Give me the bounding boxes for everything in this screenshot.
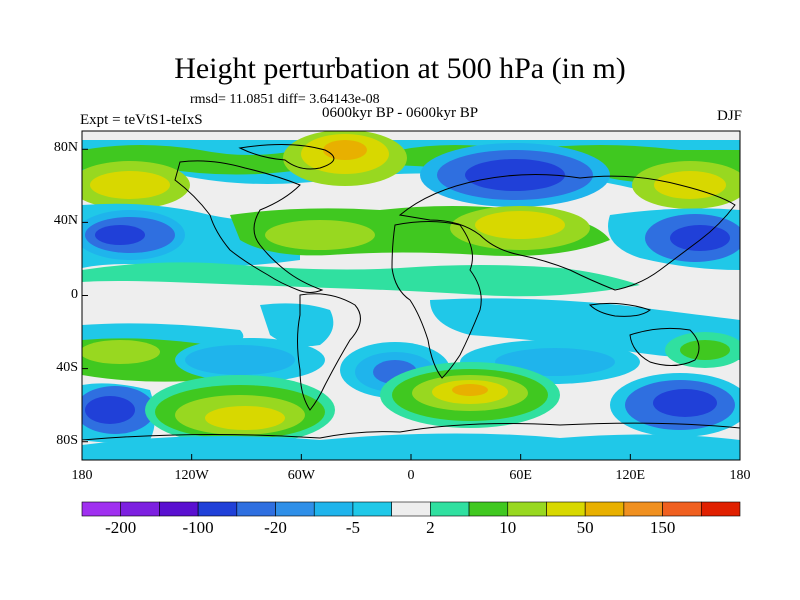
colorbar-swatch [275,501,315,517]
africa-outline [391,221,482,379]
contour-region [670,225,730,251]
colorbar-swatch [584,501,625,517]
australia-outline [629,327,700,366]
contour-region [323,140,367,160]
indonesia-outline [588,302,652,317]
coastlines [82,143,740,441]
colorbar-swatch [662,501,702,517]
colorbar-swatch [507,501,547,517]
colorbar-swatch [81,501,122,517]
contour-region [82,340,160,364]
colorbar-label: -20 [264,518,287,537]
contour-region [85,396,135,424]
period-label: 0600kyr BP - 0600kyr BP [322,105,479,121]
contour-region [185,345,295,375]
colorbar-swatch [352,501,392,517]
south-america-outline [297,293,361,411]
contour-region [95,225,145,245]
colorbar-swatch [120,501,160,517]
colorbar-swatch [546,501,586,517]
north-america-outline [174,160,324,293]
season-label: DJF [716,108,742,124]
latitude-ticks [82,148,88,443]
colorbar-label: -100 [182,518,214,537]
colorbar-swatch [468,501,509,517]
colorbar-swatch [236,501,276,517]
lat-label: 0 [71,286,78,302]
colorbar-label: 2 [426,518,435,537]
lat-label: 80S [56,432,78,448]
lat-label: 80N [53,140,78,156]
contour-region [82,433,740,460]
greenland-outline [238,143,335,170]
field-layer [82,131,740,460]
contour-region [82,262,640,297]
eurasia-outline [398,173,736,291]
colorbar-label: 10 [499,518,517,537]
colorbar-swatch [313,501,354,517]
lon-label: 120E [615,468,646,483]
lon-label: 0 [407,468,415,483]
contour-region [90,171,170,199]
lat-label: 40N [53,213,78,229]
plot-title: Height perturbation at 500 hPa (in m) [174,52,626,85]
contour-region [475,211,565,239]
colorbar-label: 50 [576,518,594,537]
colorbar-swatch [430,501,470,517]
lat-label: 40S [56,359,78,375]
colorbar-swatch [700,501,741,517]
longitude-ticks [81,454,741,460]
colorbar [81,501,741,517]
contour-region [680,340,730,360]
stats-label: rmsd= 11.0851 diff= 3.64143e-08 [190,92,380,107]
colorbar-swatch [391,501,431,517]
colorbar-label: -200 [105,518,137,537]
contour-region [452,384,488,396]
experiment-label: Expt = teVtS1-teIxS [80,112,203,128]
antarctica-outline [82,422,740,441]
lon-label: 60E [509,468,532,483]
colorbar-label: 150 [649,518,676,537]
lon-label: 180 [71,468,93,483]
lon-label: 120W [174,468,209,483]
contour-region [430,298,740,360]
colorbar-swatch [159,501,199,517]
contour-region [654,171,726,199]
lon-label: 60W [287,468,315,483]
contour-region [653,389,717,417]
contour-region [265,220,375,250]
colorbar-label: -5 [345,518,361,537]
contour-region [205,406,285,430]
lon-label: 180 [729,468,751,483]
contour-region [260,303,334,347]
colorbar-swatch [197,501,238,517]
colorbar-swatch [623,501,663,517]
